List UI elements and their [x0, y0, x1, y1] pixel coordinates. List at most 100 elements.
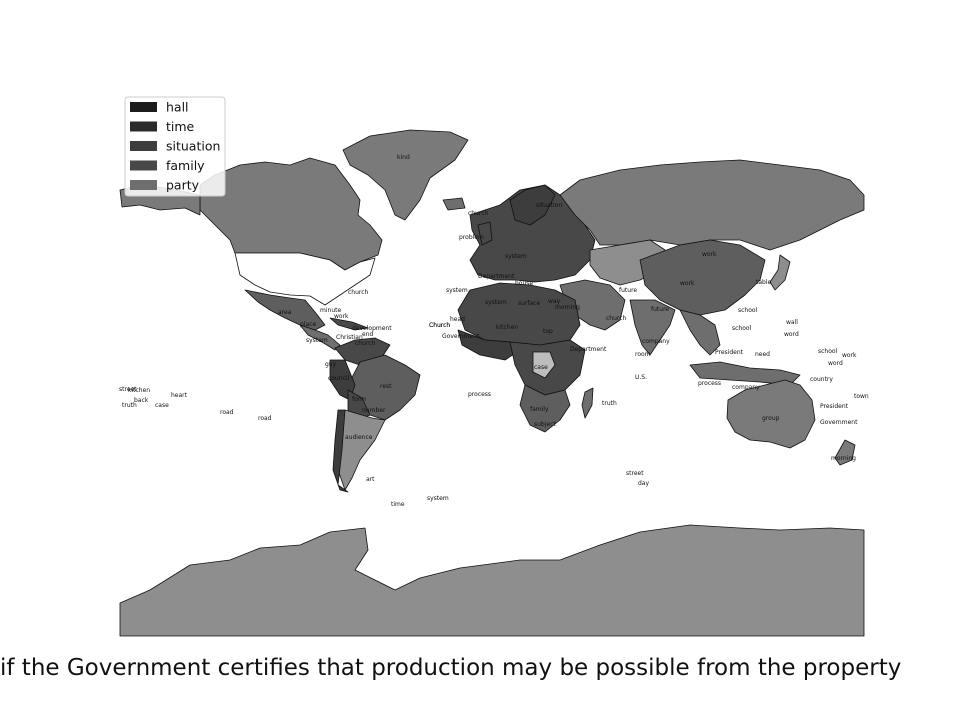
cuba	[329, 317, 369, 331]
region-label: school	[738, 307, 758, 314]
region-label: system	[446, 287, 468, 294]
region-label: art	[366, 476, 375, 483]
region-label: school	[732, 325, 752, 332]
region-label: Christian	[336, 334, 363, 341]
region-label: President	[715, 349, 744, 356]
antarctica	[119, 524, 865, 637]
region-label: room	[635, 351, 651, 358]
legend-label: hall	[166, 100, 189, 115]
japan	[769, 254, 791, 291]
map-caption: if the Government certifies that product…	[0, 655, 902, 681]
legend-label: time	[166, 119, 195, 134]
region-label: area	[278, 309, 292, 316]
region-label: Department	[478, 273, 515, 280]
region-label: development	[352, 325, 392, 332]
region-labels: kind church church area place work Chris…	[119, 154, 869, 508]
region-label: system	[427, 495, 449, 502]
region-label: number	[362, 407, 386, 414]
region-label: word	[828, 360, 843, 367]
region-label: kitchen	[128, 387, 150, 394]
region-label: house	[515, 280, 533, 287]
region-label: church	[606, 315, 627, 322]
madagascar	[581, 387, 594, 419]
region-label: Department	[570, 346, 607, 353]
legend-label: family	[166, 158, 205, 173]
region-label: heart	[171, 392, 188, 399]
region-label: Church	[429, 322, 450, 329]
region-label: church	[468, 210, 489, 217]
canada	[199, 157, 383, 271]
region-label: time	[391, 501, 405, 508]
region-label: head	[450, 316, 465, 323]
legend-swatch	[130, 180, 157, 190]
region-label: town	[854, 393, 869, 400]
region-label: process	[698, 380, 721, 387]
region-label: Government	[442, 333, 480, 340]
region-label: future	[651, 306, 669, 313]
region-label: road	[258, 415, 272, 422]
region-label: rest	[380, 383, 392, 390]
region-label: truth	[602, 400, 617, 407]
region-label: family	[530, 406, 549, 413]
africa-pale	[532, 351, 556, 379]
iceland	[442, 197, 466, 211]
region-label: form	[352, 396, 366, 403]
region-label: back	[134, 397, 149, 404]
region-label: work	[680, 280, 695, 287]
region-label: situation	[536, 202, 562, 209]
southeast-asia	[679, 309, 721, 356]
legend-swatch	[130, 121, 157, 132]
region-label: Church	[429, 322, 450, 329]
mexico	[244, 289, 326, 331]
region-label: subject	[534, 421, 556, 428]
legend-swatch	[130, 102, 157, 112]
region-label: street	[626, 470, 644, 477]
region-label: word	[784, 331, 799, 338]
region-label: kitchen	[496, 324, 518, 331]
region-label: guy	[325, 361, 337, 368]
greenland	[342, 129, 469, 221]
region-label: work	[842, 352, 857, 359]
region-label: wall	[786, 319, 798, 326]
region-label: truth	[122, 402, 137, 409]
region-label: church	[355, 340, 376, 347]
region-label: work	[702, 251, 717, 258]
uk	[477, 221, 493, 246]
region-label: system	[505, 253, 527, 260]
region-label: council	[328, 375, 350, 382]
legend-label: party	[166, 178, 200, 193]
region-label: school	[818, 348, 838, 355]
region-label: future	[619, 287, 637, 294]
legend-swatch	[130, 160, 157, 171]
region-label: way	[548, 298, 561, 305]
indonesia	[689, 361, 801, 386]
usa	[234, 252, 376, 306]
scandinavia	[509, 184, 556, 226]
region-label: group	[762, 415, 780, 422]
legend-label: situation	[166, 139, 220, 154]
region-label: morning	[831, 455, 856, 462]
region-label: top	[543, 328, 553, 335]
region-label: minute	[320, 307, 341, 314]
legend: hall time situation family party	[124, 96, 226, 197]
region-label: work	[334, 313, 349, 320]
china	[639, 239, 766, 316]
region-label: street	[119, 386, 137, 393]
region-label: system	[485, 299, 507, 306]
region-label: road	[220, 409, 234, 416]
region-label: kind	[397, 154, 410, 161]
southern-africa	[519, 384, 571, 433]
region-label: audience	[345, 434, 373, 441]
region-label: case	[534, 364, 548, 371]
region-label: surface	[518, 300, 540, 307]
region-label: church	[348, 289, 369, 296]
region-label: problem	[459, 234, 484, 241]
region-label: President	[820, 403, 849, 410]
region-label: company	[732, 384, 760, 391]
region-label: company	[642, 338, 670, 345]
region-label: Government	[820, 419, 858, 426]
new-zealand	[834, 439, 856, 466]
region-label: U.S.	[635, 374, 647, 381]
legend-swatch	[130, 141, 157, 151]
